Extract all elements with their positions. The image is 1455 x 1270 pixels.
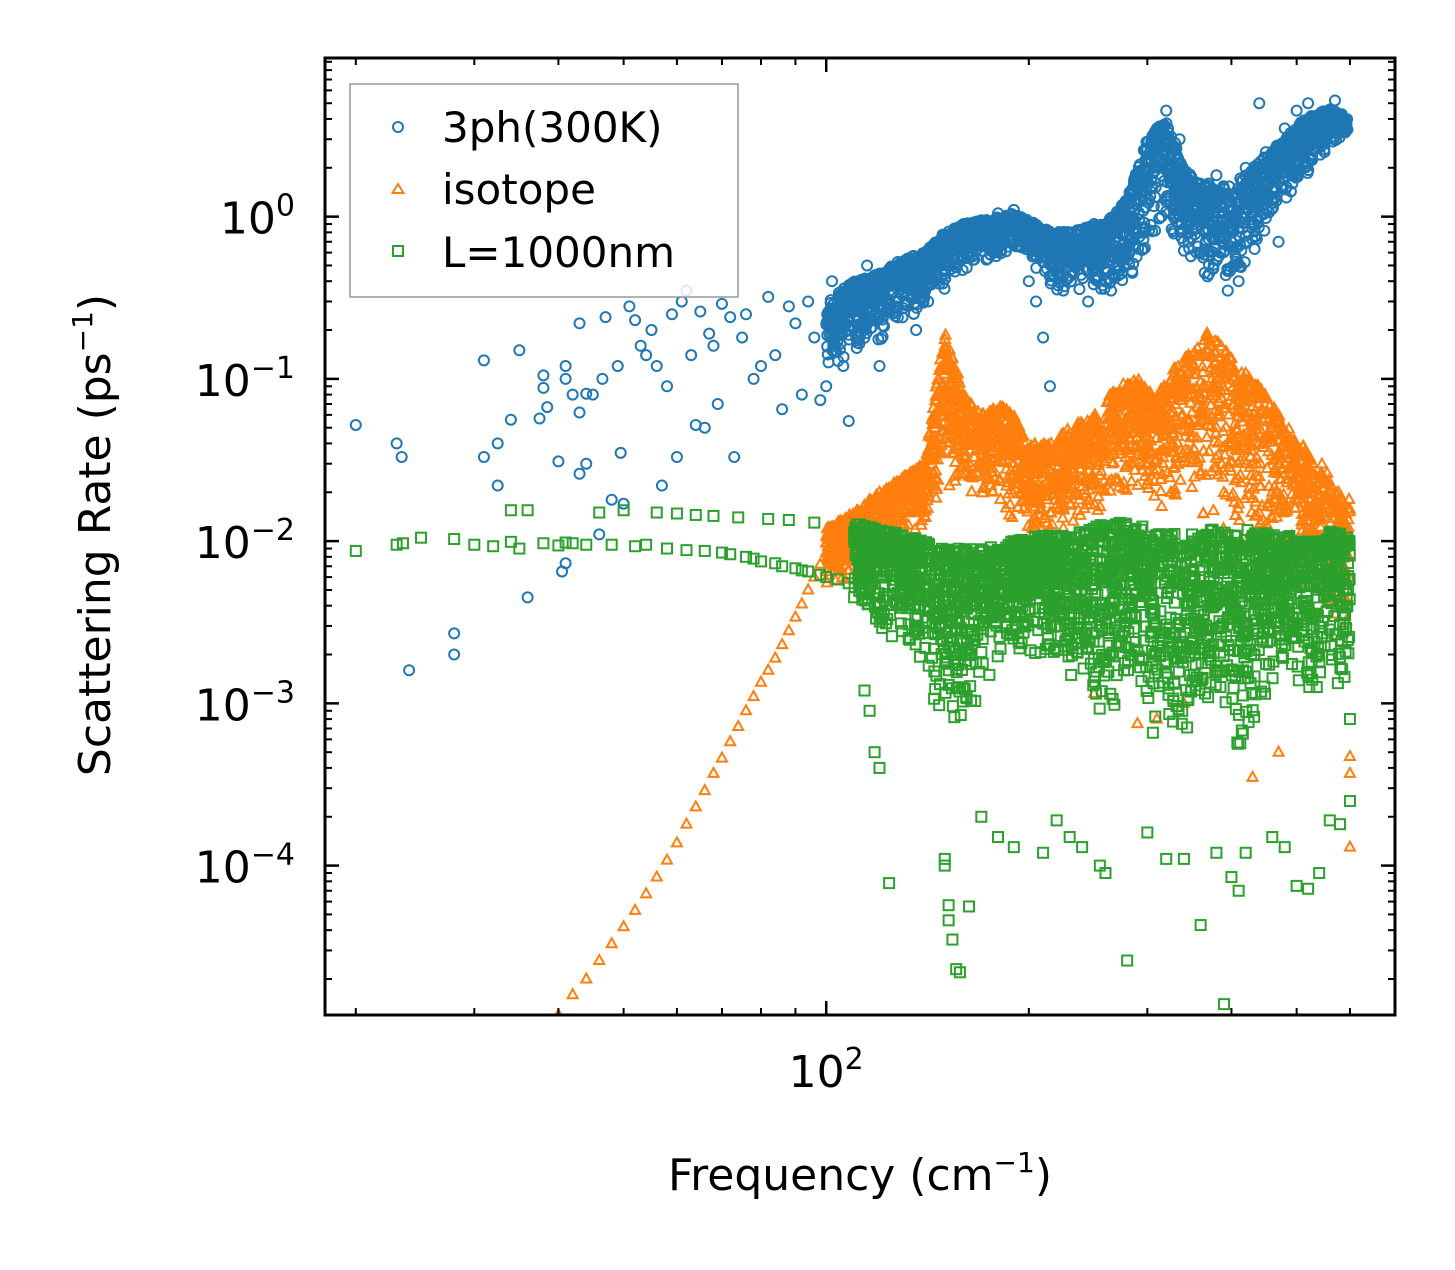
data-point-triangle [1214, 396, 1224, 405]
data-point-triangle [1187, 482, 1197, 491]
data-point-circle [561, 361, 571, 371]
data-point-circle [1024, 276, 1034, 286]
data-point-circle [449, 628, 459, 638]
data-point-circle [844, 416, 854, 426]
data-point-circle [613, 361, 623, 371]
data-point-circle [553, 456, 563, 466]
data-point-circle [662, 381, 672, 391]
data-point-circle [351, 420, 361, 430]
data-point-circle [1074, 284, 1084, 294]
data-point-circle [1161, 106, 1171, 116]
data-point-circle [708, 341, 718, 351]
data-point-circle [479, 355, 489, 365]
data-point-circle [568, 390, 578, 400]
data-point-circle [607, 495, 617, 505]
data-point-circle [636, 341, 646, 351]
data-point-circle [770, 350, 780, 360]
data-point-circle [784, 301, 794, 311]
data-point-circle [597, 374, 607, 384]
data-point-circle [1330, 95, 1340, 105]
data-point-circle [790, 318, 800, 328]
data-point-triangle [1199, 446, 1209, 455]
data-point-circle [862, 260, 872, 270]
data-point-circle [749, 374, 759, 384]
data-point-triangle [967, 486, 977, 495]
data-point-circle [588, 390, 598, 400]
data-point-circle [803, 296, 813, 306]
data-point-circle [756, 361, 766, 371]
data-point-circle [652, 361, 662, 371]
data-point-circle [763, 292, 773, 302]
data-point-circle [479, 452, 489, 462]
data-point-circle [493, 481, 503, 491]
data-point-circle [493, 438, 503, 448]
data-point-circle [619, 499, 629, 509]
data-point-circle [717, 299, 727, 309]
data-point-circle [1274, 237, 1284, 247]
data-point-circle [506, 415, 516, 425]
data-point-circle [538, 370, 548, 380]
data-point-circle [646, 325, 656, 335]
data-point-circle [725, 312, 735, 322]
data-point-circle [821, 381, 831, 391]
data-point-circle [1223, 286, 1233, 296]
data-point-triangle [1156, 486, 1166, 495]
data-point-circle [1083, 296, 1093, 306]
data-point-circle [704, 329, 714, 339]
data-point-circle [741, 309, 751, 319]
data-point-circle [535, 413, 545, 423]
data-point-circle [1303, 98, 1313, 108]
data-point-circle [700, 423, 710, 433]
data-point-circle [777, 404, 787, 414]
data-point-circle [575, 408, 585, 418]
data-point-circle [449, 650, 459, 660]
data-point-circle [713, 399, 723, 409]
data-point-circle [815, 395, 825, 405]
data-point-circle [1234, 276, 1244, 286]
data-point-circle [1038, 332, 1048, 342]
data-point-circle [542, 402, 552, 412]
data-point-circle [630, 315, 640, 325]
data-point-circle [397, 452, 407, 462]
data-point-circle [695, 307, 705, 317]
data-point-circle [581, 459, 591, 469]
data-point-circle [729, 452, 739, 462]
data-point-circle [809, 332, 819, 342]
data-point-circle [624, 301, 634, 311]
data-point-circle [538, 383, 548, 393]
data-point-circle [616, 448, 626, 458]
data-point-circle [1292, 106, 1302, 116]
data-point-circle [392, 438, 402, 448]
data-point-circle [561, 374, 571, 384]
data-point-circle [1250, 244, 1260, 254]
data-point-circle [575, 318, 585, 328]
data-point-circle [1045, 381, 1055, 391]
data-point-circle [667, 309, 677, 319]
data-point-circle [797, 390, 807, 400]
data-point-circle [911, 325, 921, 335]
data-point-circle [575, 469, 585, 479]
data-point-circle [672, 452, 682, 462]
data-point-circle [1254, 98, 1264, 108]
data-point-circle [1031, 296, 1041, 306]
data-point-circle [641, 350, 651, 360]
data-point-circle [523, 592, 533, 602]
data-point-circle [677, 296, 687, 306]
data-point-circle [404, 665, 414, 675]
data-point-circle [1211, 170, 1221, 180]
data-point-circle [594, 529, 604, 539]
data-point-circle [657, 481, 667, 491]
data-point-circle [686, 350, 696, 360]
data-point-circle [827, 276, 837, 286]
data-point-circle [875, 361, 885, 371]
data-point-circle [737, 332, 747, 342]
data-point-circle [514, 345, 524, 355]
data-point-triangle [1317, 459, 1327, 468]
data-point-circle [601, 312, 611, 322]
data-point-triangle [1208, 505, 1218, 514]
data-point-triangle [1175, 475, 1185, 484]
